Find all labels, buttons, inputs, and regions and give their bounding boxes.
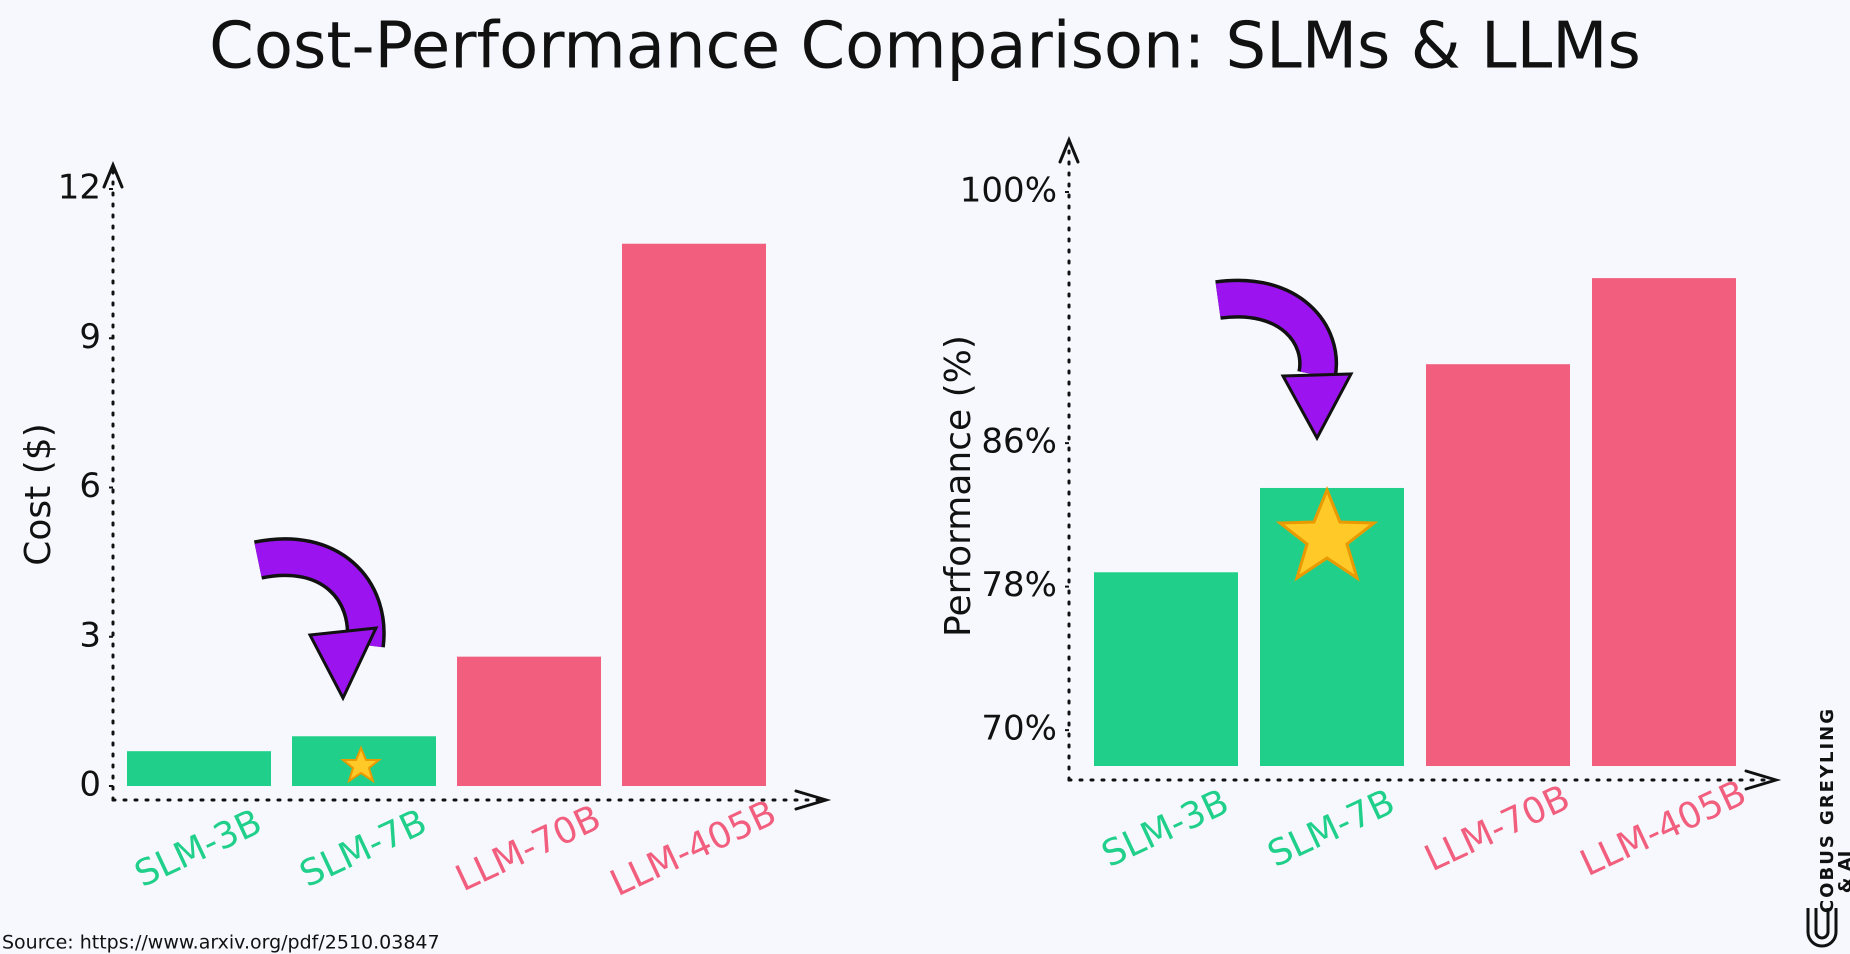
bar xyxy=(1592,278,1736,766)
axis-arrow xyxy=(1744,769,1782,791)
y-tick-label: 3 xyxy=(79,615,101,655)
brand: COBUS GREYLING & AI xyxy=(1806,707,1850,948)
y-tick-label: 78% xyxy=(981,565,1057,605)
y-tick-label: 70% xyxy=(981,709,1057,749)
y-axis-label: Performance (%) xyxy=(938,335,979,637)
axis-arrow xyxy=(794,789,832,811)
bar xyxy=(622,243,766,787)
bar xyxy=(1094,572,1238,766)
star-icon xyxy=(1275,486,1379,582)
decorations xyxy=(253,278,1379,784)
y-tick-label: 6 xyxy=(79,466,101,506)
arrow-icon xyxy=(1215,278,1354,442)
y-tick-label: 12 xyxy=(58,168,101,208)
page-title: Cost-Performance Comparison: SLMs & LLMs xyxy=(209,10,1641,84)
axis-arrow xyxy=(102,161,124,189)
brand-line: & AI xyxy=(1835,851,1850,894)
bar xyxy=(1426,364,1570,766)
y-tick-label: 100% xyxy=(960,171,1057,211)
y-tick-label: 9 xyxy=(79,317,101,357)
brand-line: COBUS GREYLING xyxy=(1817,707,1838,913)
star-icon xyxy=(340,745,382,784)
bar xyxy=(127,751,271,786)
brand-logo xyxy=(1806,908,1838,948)
axis-arrow xyxy=(1058,136,1080,164)
source: Source: https://www.arxiv.org/pdf/2510.0… xyxy=(2,932,440,954)
y-axis-label: Cost ($) xyxy=(18,423,59,565)
y-tick-label: 86% xyxy=(981,422,1057,462)
bar xyxy=(457,656,601,786)
arrow-icon xyxy=(253,537,386,702)
y-tick-label: 0 xyxy=(79,765,101,805)
